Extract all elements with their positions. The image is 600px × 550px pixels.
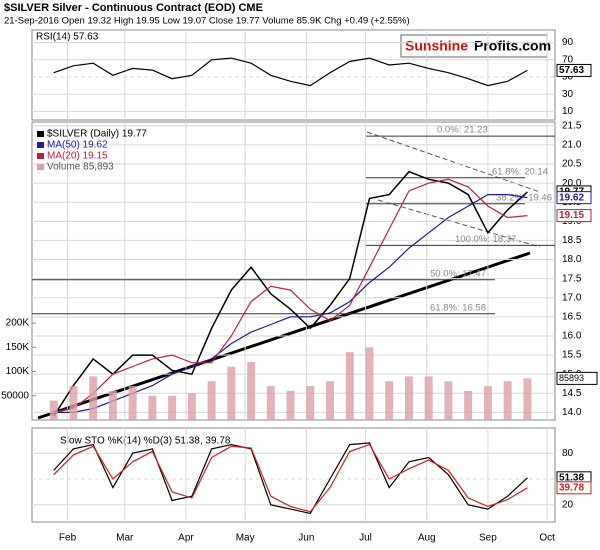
volume-bar [168, 395, 177, 420]
y-tick-label: 15.5 [562, 350, 582, 361]
y2-tick-label: 100K [6, 366, 30, 377]
y-tick-label: 17.5 [562, 273, 582, 284]
fib-label: 38.2%: 19.46 [496, 192, 552, 203]
y-tick-label: 16.5 [562, 311, 582, 322]
y-tick-label: 18.5 [562, 235, 582, 246]
sto-title: Slow STO %K(14) %D(3) 51.38, 39.78 [60, 436, 231, 447]
last-value: 19.15 [559, 210, 584, 221]
panel [31, 29, 556, 121]
last-value: 19.62 [559, 192, 584, 203]
volume-bar [483, 386, 492, 420]
volume-bar [326, 381, 335, 420]
series-line [53, 170, 528, 417]
volume-bar [365, 347, 374, 420]
y-tick-label: 30 [562, 89, 574, 100]
legend-label: MA(20) 19.15 [47, 151, 108, 162]
legend-label: $SILVER (Daily) 19.77 [47, 129, 147, 140]
x-tick-label: Jun [298, 533, 314, 544]
fib-label: 100.0%: 18.37 [455, 234, 516, 245]
value-box [556, 209, 592, 223]
y-tick-label: 90 [562, 37, 574, 48]
volume-bar [503, 381, 512, 420]
series-line [53, 57, 528, 87]
y-tick-label: 14.5 [562, 388, 582, 399]
x-tick-label: Mar [116, 533, 134, 544]
x-tick-label: Jul [359, 533, 372, 544]
volume-bar [306, 386, 315, 420]
volume-bar [247, 361, 256, 420]
volume-bar [424, 376, 433, 420]
y-tick-label: 20.0 [562, 178, 582, 189]
fib-label: 50.0%: 17.47 [430, 268, 486, 279]
x-tick-label: Sep [479, 533, 497, 544]
volume-bar [148, 395, 157, 420]
legend-marker [37, 131, 44, 137]
fib-label: 0.0%: 21.23 [437, 125, 488, 136]
value-box [556, 63, 592, 77]
volume-bar [404, 376, 413, 420]
y-tick-label: 14.0 [562, 407, 582, 418]
volume-bar [444, 381, 453, 420]
y2-tick-label: 200K [6, 318, 30, 329]
y-tick-label: 80 [562, 448, 574, 459]
last-value: 57.63 [559, 65, 584, 76]
y-tick-label: 10 [562, 106, 574, 117]
volume-bar [227, 366, 236, 420]
y-tick-label: 16.0 [562, 331, 582, 342]
legend-marker [37, 164, 44, 170]
y-tick-label: 50 [562, 72, 574, 83]
volume-bar [345, 352, 354, 420]
volume-bar [187, 393, 196, 420]
chart-subtitle: 21-Sep-2016 Open 19.32 High 19.95 Low 19… [4, 16, 410, 27]
x-tick-label: Oct [539, 533, 555, 544]
value-box [556, 371, 598, 385]
value-box [556, 481, 592, 495]
legend-label: Volume 85,893 [47, 162, 114, 173]
x-tick-label: May [236, 533, 255, 544]
logo-text: Profits.com [474, 38, 551, 54]
x-tick-label: Feb [59, 533, 77, 544]
y-tick-label: 21.0 [562, 140, 582, 151]
volume-bar [266, 386, 275, 420]
trend-line [366, 131, 541, 193]
fib-label: 61.8%: 16.58 [430, 302, 486, 313]
y2-tick-label: 50000 [1, 390, 29, 401]
volume-bar [49, 400, 58, 420]
legend-marker [37, 142, 44, 148]
last-value: 51.38 [559, 472, 584, 483]
y-tick-label: 17.0 [562, 292, 582, 303]
y2-tick-label: 150K [6, 342, 30, 353]
volume-bar [207, 381, 216, 420]
x-tick-label: Aug [418, 533, 436, 544]
y-tick-label: 20.5 [562, 159, 582, 170]
volume-bar [108, 390, 117, 420]
legend-label: MA(50) 19.62 [47, 140, 108, 151]
volume-bar [128, 386, 137, 420]
series-line [53, 178, 528, 413]
y-tick-label: 21.5 [562, 120, 582, 131]
value-box [556, 191, 592, 205]
trend-line [377, 199, 541, 248]
volume-bar [523, 378, 532, 420]
last-value: 39.78 [559, 482, 584, 493]
x-tick-label: Apr [178, 533, 194, 544]
volume-bar [286, 390, 295, 420]
y-tick-label: 70 [562, 54, 574, 65]
volume-bar [89, 376, 98, 420]
y-tick-label: 20 [562, 499, 574, 510]
y-tick-label: 18.0 [562, 254, 582, 265]
fib-label: 61.8%: 20.14 [492, 166, 548, 177]
volume-bar [385, 381, 394, 420]
logo-text: Sunshine [405, 38, 468, 54]
volume-bar [69, 386, 78, 420]
panel [31, 427, 556, 523]
legend-marker [37, 153, 44, 159]
last-value: 85893 [559, 373, 584, 383]
series-line [53, 443, 528, 513]
series-line [53, 442, 528, 515]
chart-title: $SILVER Silver - Continuous Contract (EO… [4, 2, 263, 14]
volume-bar [464, 390, 473, 420]
